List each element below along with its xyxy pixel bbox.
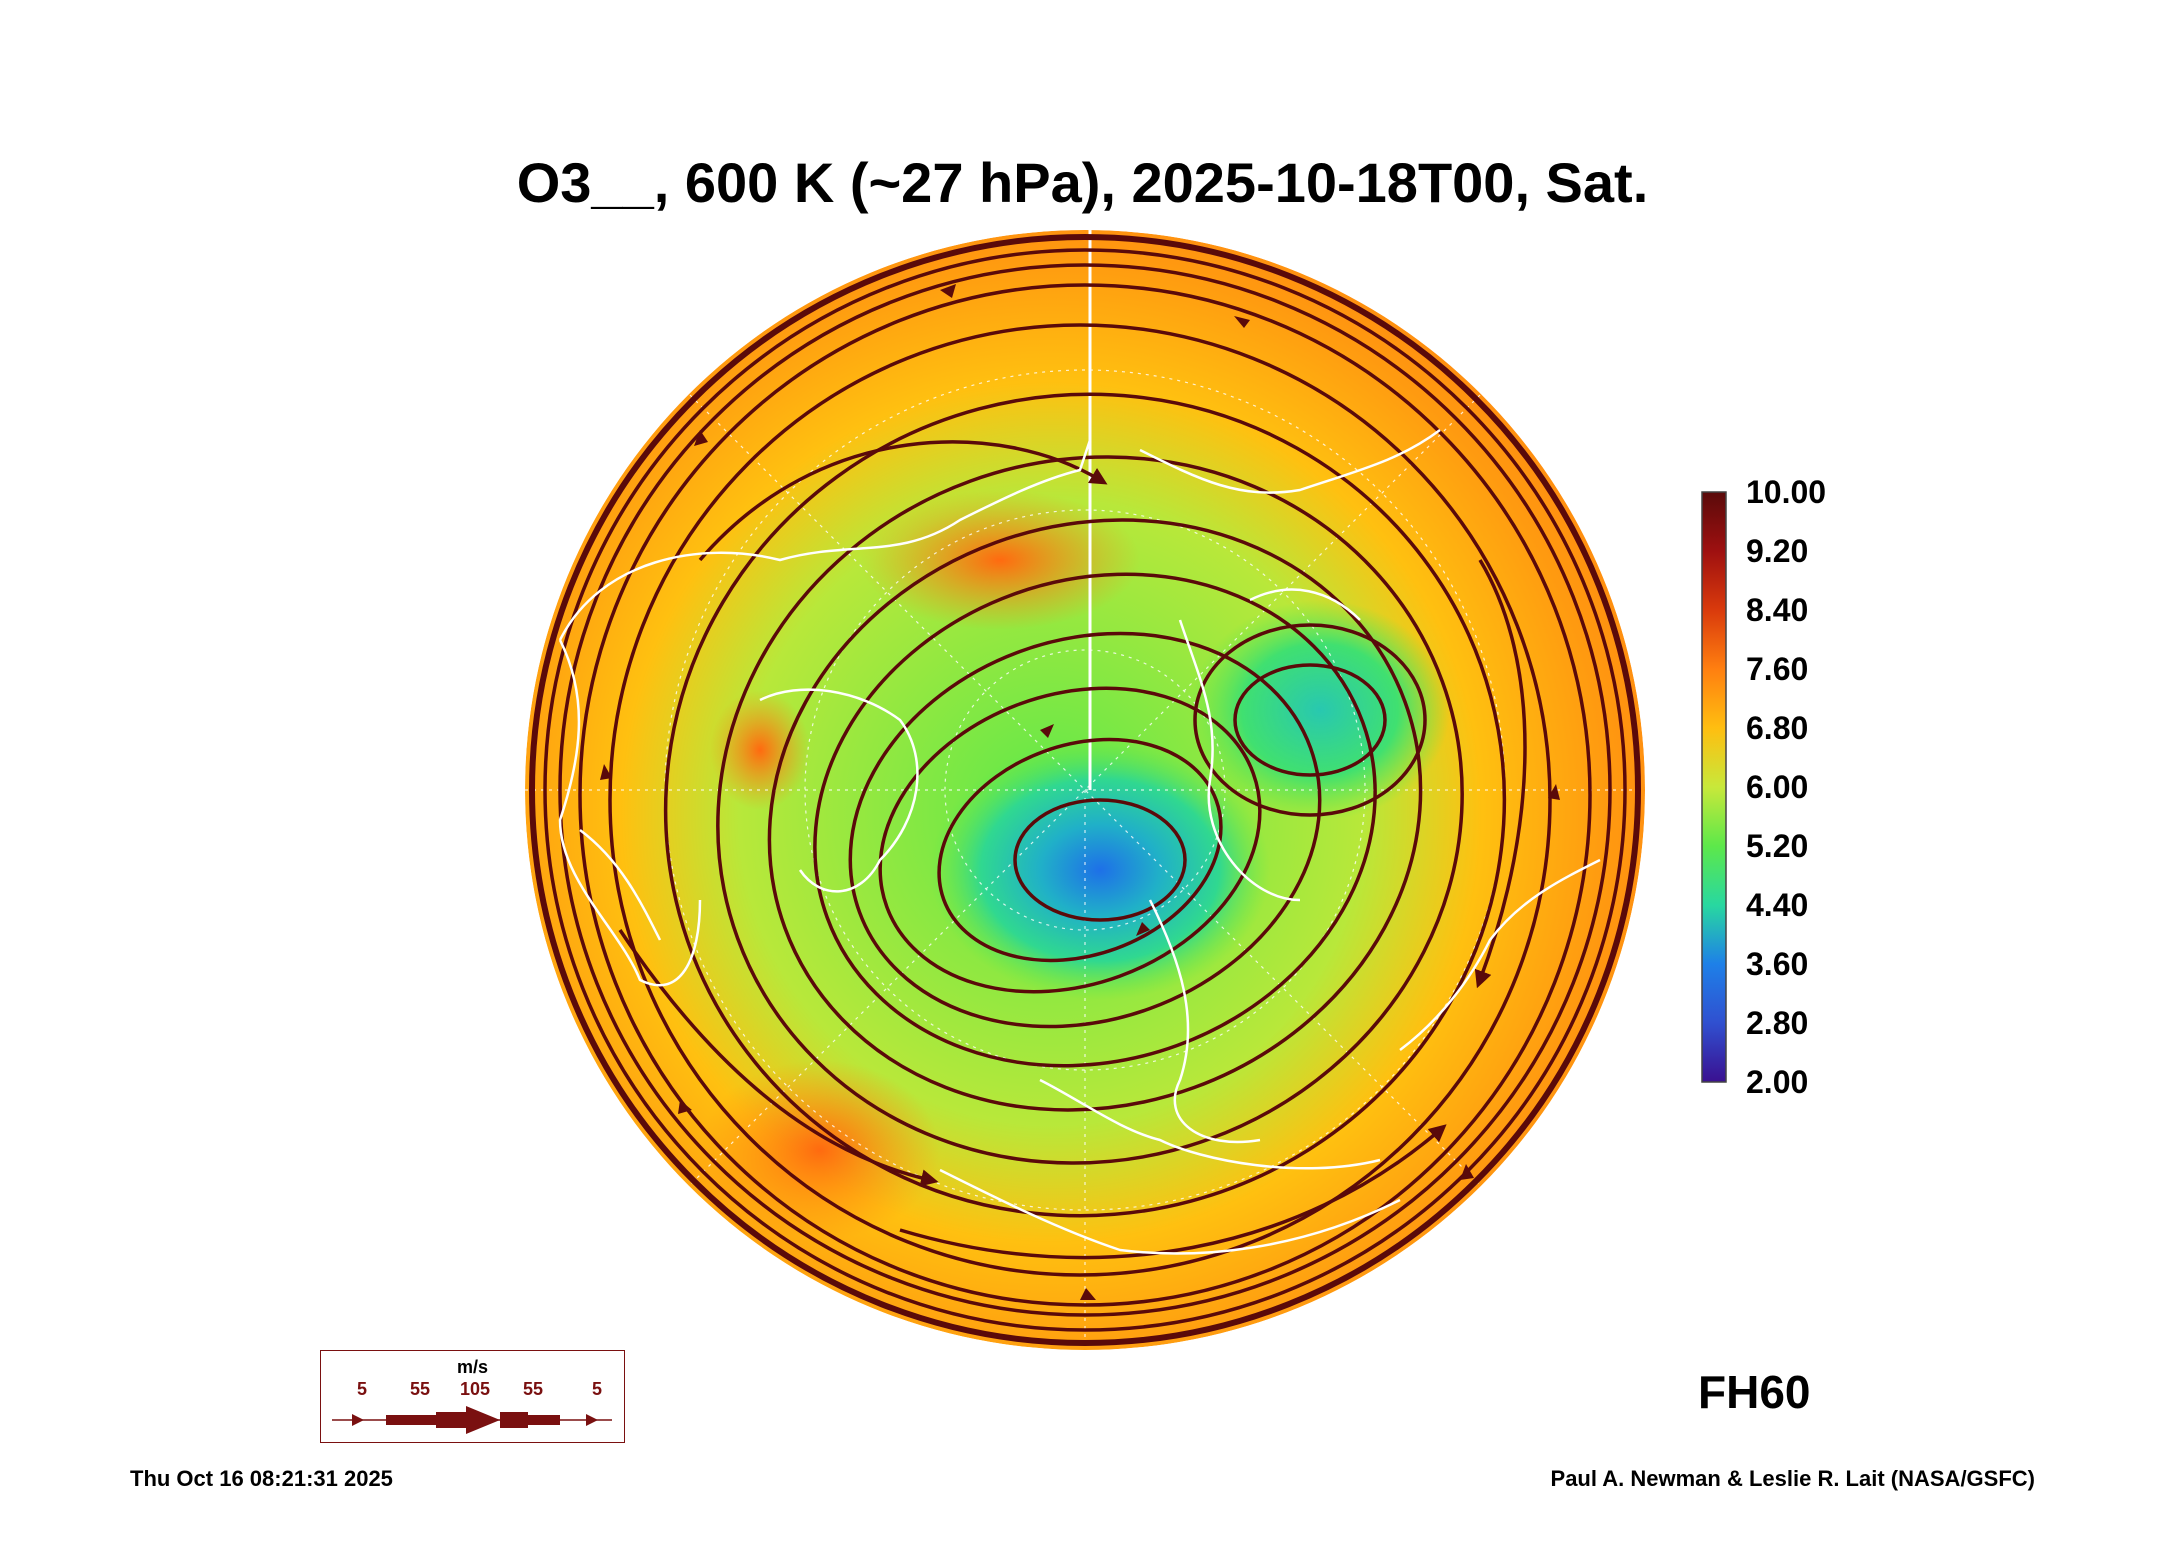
colorbar-label: 5.20	[1746, 828, 1809, 864]
legend-tick: 105	[459, 1379, 491, 1399]
high-ozone-region	[700, 1060, 940, 1240]
colorbar-label: 6.00	[1746, 769, 1809, 805]
legend-tick: 5	[356, 1379, 368, 1399]
timestamp: Thu Oct 16 08:21:31 2025	[130, 1466, 393, 1491]
low-ozone-secondary	[1190, 600, 1450, 820]
map-title: O3__, 600 K (~27 hPa), 2025-10-18T00, Sa…	[516, 151, 1649, 214]
coastlines	[558, 428, 1601, 1255]
legend-tick: 5	[591, 1379, 603, 1399]
legend-tick: 55	[409, 1379, 431, 1399]
high-ozone-region	[860, 490, 1140, 630]
colorbar	[1701, 491, 1727, 1083]
wind-speed-legend-glyph	[332, 1406, 612, 1434]
streamlines	[529, 234, 1641, 1346]
flow-arrows	[600, 284, 1560, 1300]
colorbar-label: 2.80	[1746, 1005, 1809, 1041]
colorbar-label: 7.60	[1746, 651, 1809, 687]
colorbar-label: 10.00	[1746, 474, 1827, 510]
colorbar-label: 2.00	[1746, 1064, 1809, 1100]
low-ozone-center	[930, 740, 1270, 1000]
colorbar-label: 6.80	[1746, 710, 1809, 746]
colorbar-label: 9.20	[1746, 533, 1809, 569]
forecast-hour: FH60	[1698, 1366, 1811, 1418]
legend-unit: m/s	[456, 1357, 489, 1377]
legend-tick: 55	[522, 1379, 544, 1399]
credit: Paul A. Newman & Leslie R. Lait (NASA/GS…	[1550, 1466, 2035, 1491]
colorbar-label: 8.40	[1746, 592, 1809, 628]
colorbar-label: 3.60	[1746, 946, 1809, 982]
colorbar-label: 4.40	[1746, 887, 1809, 923]
wind-speed-legend: m/s 5 55 105 55 5	[320, 1350, 625, 1443]
